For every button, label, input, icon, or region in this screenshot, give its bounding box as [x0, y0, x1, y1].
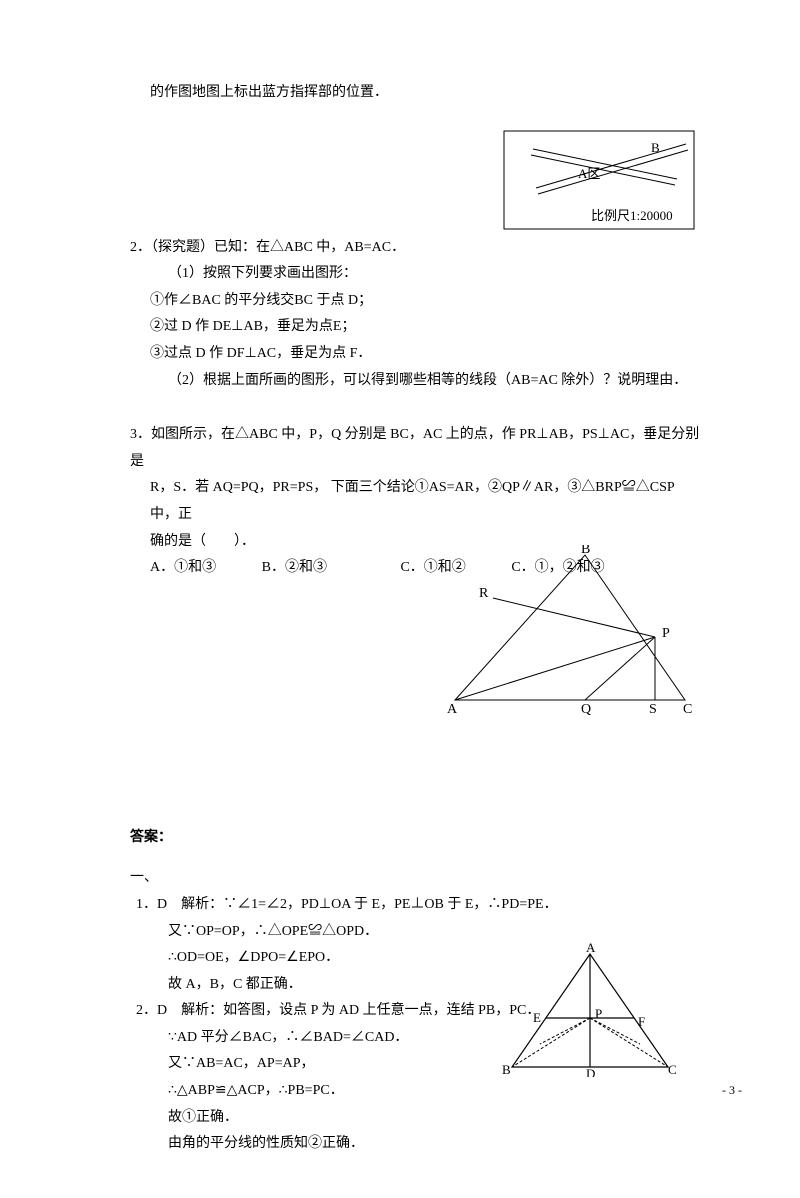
q2-stem: 2．（探究题）已知：在△ABC 中，AB=AC． — [130, 235, 700, 262]
q2-l3: ②过 D 作 DE⊥AB，垂足为点E； — [130, 314, 700, 341]
t1-P: P — [662, 626, 670, 641]
t2-C: C — [668, 1062, 677, 1077]
a2-l5: 故①正确． — [130, 1105, 700, 1132]
a1-head: 1．D 解析：∵∠1=∠2，PD⊥OA 于 E，PE⊥OB 于 E，∴PD=PE… — [130, 892, 700, 919]
road-lines — [531, 144, 688, 194]
t2-B: B — [502, 1062, 511, 1077]
header-line: 的作图地图上标出蓝方指挥部的位置． — [130, 80, 700, 107]
a2-l6: 由角的平分线的性质知②正确． — [130, 1131, 700, 1158]
figure-triangle-1: A B C P Q R S — [445, 545, 695, 715]
answers-section: 一、 — [130, 865, 700, 892]
figure-roads: A区 B 比例尺1:20000 — [503, 130, 695, 230]
q2-l4: ③过点 D 作 DF⊥AC，垂足为点 F． — [130, 341, 700, 368]
optB: B．②和③ — [262, 560, 327, 575]
t2-P: P — [595, 1006, 602, 1021]
label-a: A区 — [578, 166, 600, 181]
t2-D: D — [586, 1066, 595, 1077]
t1-S: S — [649, 702, 657, 715]
q2-l5: （2）根据上面所画的图形，可以得到哪些相等的线段（AB=AC 除外）？说明理由． — [130, 368, 700, 395]
figure-triangle-2: A B C D E F P — [500, 942, 680, 1077]
t1-Q: Q — [581, 702, 591, 715]
q3-stem2: R，S．若 AQ=PQ，PR=PS， 下面三个结论①AS=AR，②QP∥AR，③… — [130, 475, 700, 528]
t1-A: A — [447, 702, 458, 715]
t1-B: B — [581, 545, 590, 557]
t2-E: E — [533, 1010, 541, 1025]
tri1-lines — [455, 555, 685, 700]
q3-stem: 3．如图所示，在△ABC 中，P，Q 分别是 BC，AC 上的点，作 PR⊥AB… — [130, 422, 700, 475]
label-b: B — [651, 140, 660, 155]
t1-C: C — [683, 702, 692, 715]
t2-A: A — [586, 942, 596, 955]
t2-F: F — [638, 1014, 645, 1029]
optA: A．①和③ — [150, 560, 216, 575]
scale-label: 比例尺1:20000 — [591, 208, 673, 223]
q2-l2: ①作∠BAC 的平分线交BC 于点 D； — [130, 288, 700, 315]
answers-title: 答案： — [130, 825, 700, 852]
q2-l1: （1）按照下列要求画出图形： — [130, 261, 700, 288]
t1-R: R — [479, 586, 489, 601]
page-number: - 3 - — [722, 1079, 742, 1102]
a2-l4: ∴△ABP≌△ACP，∴PB=PC． — [130, 1078, 700, 1105]
